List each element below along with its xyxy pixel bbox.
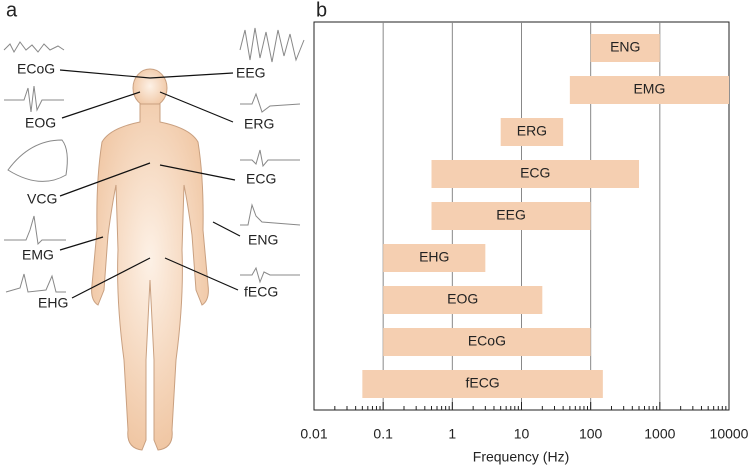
signal-labels: ECoG EEG EOG ERG VCG ECG EMG ENG EHG fEC…	[17, 61, 278, 311]
signal-label: EMG	[22, 247, 54, 263]
x-tick-label: 100	[579, 426, 603, 442]
bar-label: EEG	[496, 207, 526, 223]
signal-label: EEG	[236, 65, 266, 81]
bar-label: fECG	[465, 375, 499, 391]
body	[91, 68, 209, 451]
panel-label: a	[6, 0, 18, 21]
range-bar	[431, 160, 640, 188]
range-bar	[383, 244, 486, 272]
leads	[59, 69, 241, 299]
x-axis-title: Frequency (Hz)	[473, 449, 569, 465]
range-bar	[500, 118, 564, 146]
range-bar	[431, 202, 591, 230]
x-tick-label: 10	[514, 426, 530, 442]
signal-label: EHG	[38, 295, 68, 311]
signal-label: fECG	[244, 284, 278, 300]
signal-label: ECoG	[17, 61, 55, 77]
range-bar	[383, 328, 591, 356]
bar-label: EOG	[447, 291, 478, 307]
bar-label: ECoG	[468, 333, 506, 349]
bar-label: EMG	[633, 81, 665, 97]
x-tick-label: 1000	[644, 426, 675, 442]
signal-label: ENG	[248, 232, 278, 248]
x-tick-label: 10000	[710, 426, 749, 442]
range-bar	[383, 286, 543, 314]
bar-label: ERG	[517, 123, 547, 139]
signal-label: VCG	[27, 191, 57, 207]
panel-label: b	[316, 0, 327, 21]
bar-label: ECG	[520, 165, 550, 181]
signal-label: ECG	[246, 171, 276, 187]
signal-label: EOG	[25, 115, 56, 131]
range-bar	[590, 34, 660, 62]
x-tick-label: 0.1	[373, 426, 393, 442]
bar-label: ENG	[610, 39, 640, 55]
signal-traces	[3, 27, 305, 293]
x-tick-label: 1	[448, 426, 456, 442]
bar-label: EHG	[419, 249, 449, 265]
signal-label: ERG	[244, 116, 274, 132]
range-bar	[569, 76, 729, 104]
x-tick-label: 0.01	[300, 426, 327, 442]
range-bar	[362, 370, 603, 398]
